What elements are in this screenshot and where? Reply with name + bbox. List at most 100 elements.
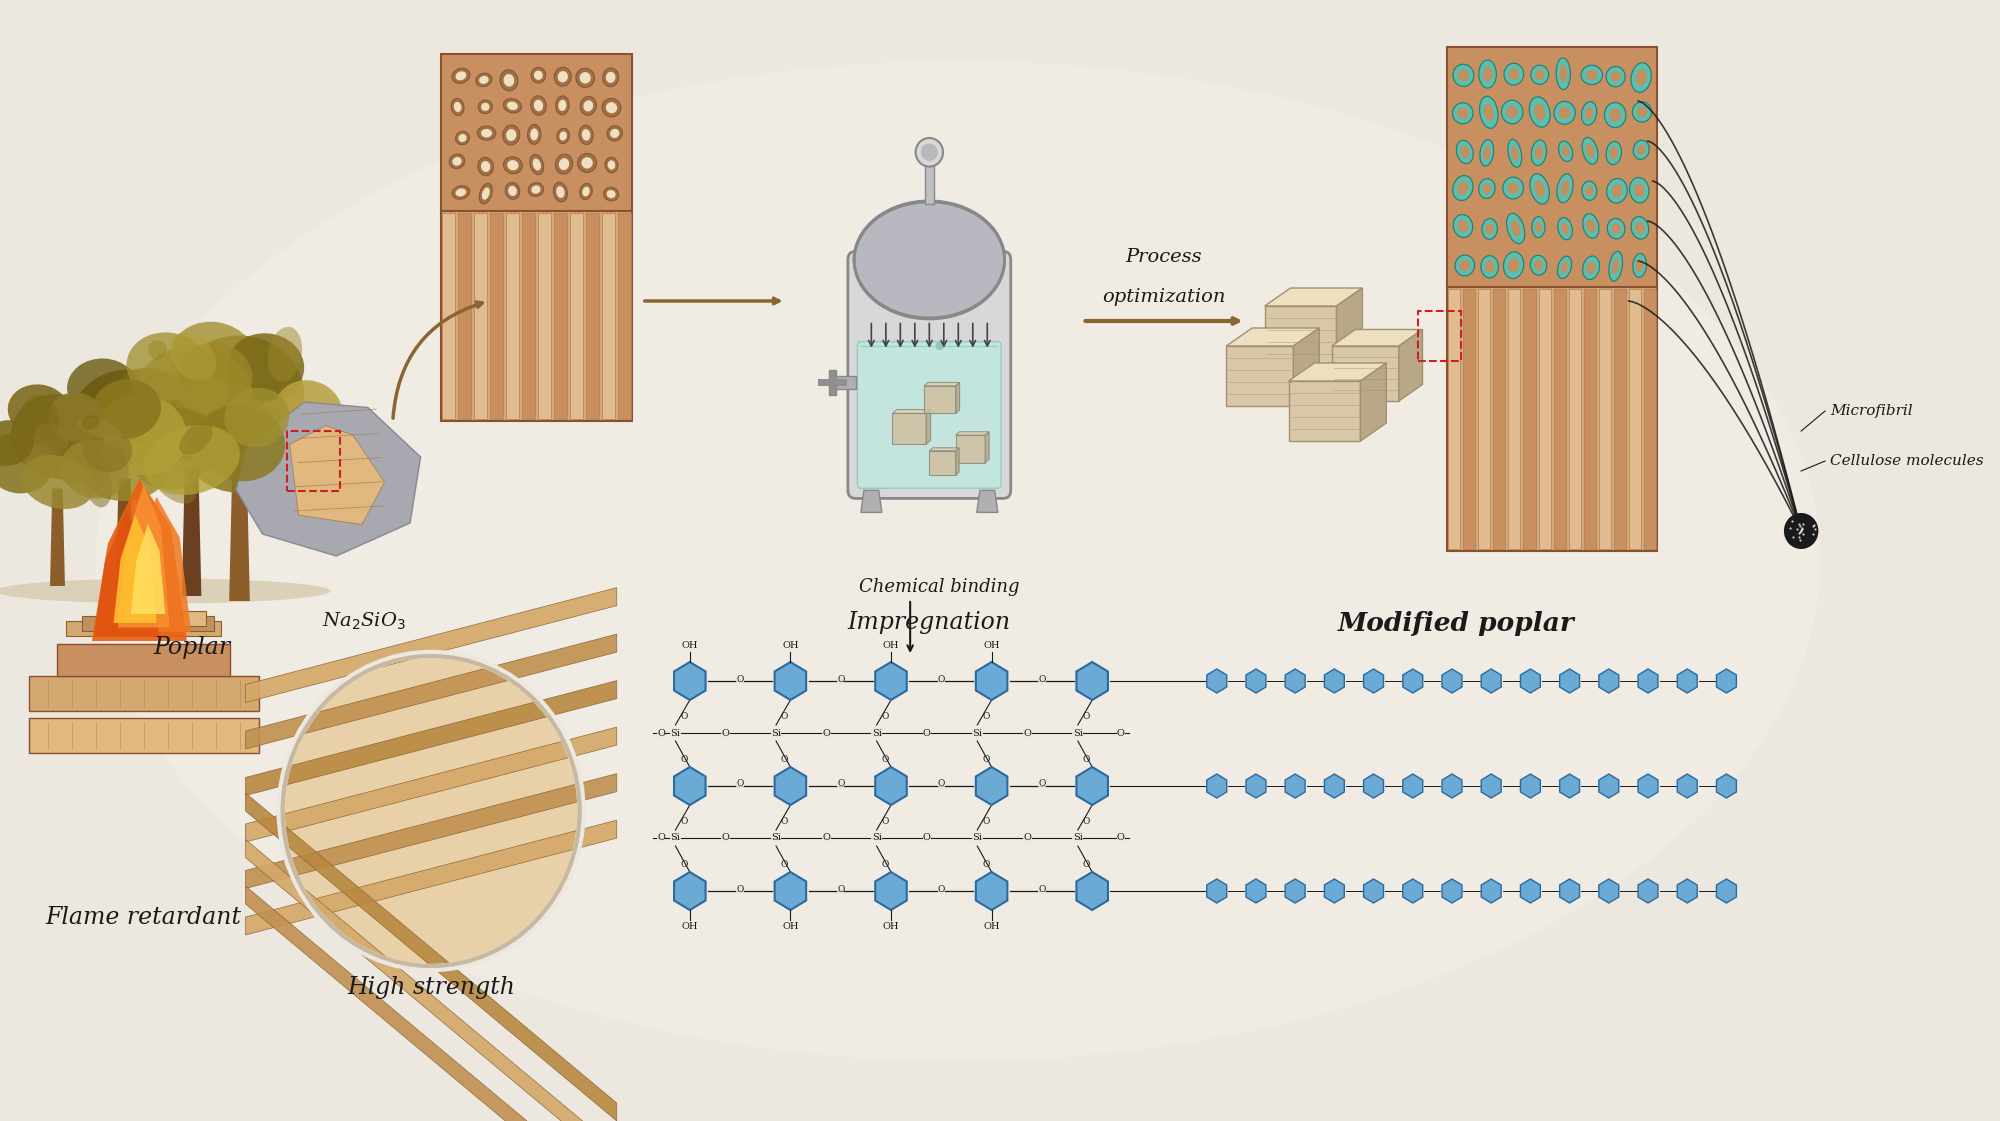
Ellipse shape <box>1554 101 1576 124</box>
Text: Si: Si <box>772 834 780 843</box>
Ellipse shape <box>1636 106 1648 118</box>
Text: Flame retardant: Flame retardant <box>46 906 242 929</box>
Ellipse shape <box>60 439 128 499</box>
Ellipse shape <box>532 185 540 194</box>
Text: O: O <box>1038 884 1046 893</box>
Polygon shape <box>1336 288 1362 365</box>
Ellipse shape <box>20 455 94 509</box>
Ellipse shape <box>1604 102 1626 128</box>
Polygon shape <box>976 490 998 512</box>
FancyBboxPatch shape <box>440 211 632 421</box>
Text: O: O <box>1082 860 1090 869</box>
Polygon shape <box>674 872 706 910</box>
Ellipse shape <box>1584 106 1594 120</box>
Ellipse shape <box>508 160 518 170</box>
Ellipse shape <box>130 345 252 456</box>
Polygon shape <box>474 213 488 419</box>
Ellipse shape <box>68 359 138 418</box>
Polygon shape <box>246 587 616 703</box>
Polygon shape <box>602 213 614 419</box>
Text: O: O <box>938 884 944 893</box>
Ellipse shape <box>1482 146 1490 160</box>
Ellipse shape <box>1506 213 1524 243</box>
Polygon shape <box>1482 669 1502 693</box>
Text: O: O <box>982 756 990 765</box>
FancyBboxPatch shape <box>1446 287 1658 552</box>
Ellipse shape <box>578 154 596 173</box>
Ellipse shape <box>1560 65 1568 83</box>
Ellipse shape <box>580 72 590 84</box>
FancyBboxPatch shape <box>848 251 1010 499</box>
Ellipse shape <box>558 100 566 111</box>
Ellipse shape <box>1534 221 1542 233</box>
Ellipse shape <box>604 187 618 201</box>
Ellipse shape <box>1558 257 1572 278</box>
Text: O: O <box>982 817 990 826</box>
Polygon shape <box>892 409 930 414</box>
Ellipse shape <box>554 67 572 86</box>
Polygon shape <box>618 213 630 419</box>
Ellipse shape <box>20 395 60 445</box>
Text: optimization: optimization <box>1102 288 1226 306</box>
Text: Chemical binding: Chemical binding <box>858 578 1020 596</box>
Ellipse shape <box>1608 219 1624 239</box>
Polygon shape <box>1442 773 1462 798</box>
Polygon shape <box>930 451 956 475</box>
Ellipse shape <box>576 68 594 87</box>
Ellipse shape <box>98 393 188 475</box>
Polygon shape <box>1638 773 1658 798</box>
Ellipse shape <box>1504 63 1524 85</box>
Ellipse shape <box>34 424 68 453</box>
Polygon shape <box>1294 328 1320 406</box>
Text: O: O <box>780 756 788 765</box>
Text: Si: Si <box>670 729 680 738</box>
Ellipse shape <box>450 154 464 168</box>
Ellipse shape <box>1534 103 1546 120</box>
Ellipse shape <box>506 183 520 200</box>
Polygon shape <box>314 475 346 509</box>
Polygon shape <box>1402 773 1422 798</box>
Ellipse shape <box>1586 220 1596 233</box>
Polygon shape <box>1288 381 1360 441</box>
Ellipse shape <box>1484 260 1494 272</box>
Ellipse shape <box>854 201 1004 318</box>
Ellipse shape <box>478 157 494 176</box>
Text: Cellulose molecules: Cellulose molecules <box>1830 454 1984 467</box>
Text: O: O <box>882 756 888 765</box>
Ellipse shape <box>1630 177 1648 203</box>
Polygon shape <box>956 432 990 435</box>
Polygon shape <box>1246 879 1266 904</box>
Polygon shape <box>1598 669 1618 693</box>
Text: Process: Process <box>1126 248 1202 266</box>
Polygon shape <box>774 872 806 910</box>
Polygon shape <box>986 432 990 463</box>
Ellipse shape <box>1482 66 1492 82</box>
Ellipse shape <box>1458 70 1470 82</box>
Text: OH: OH <box>984 641 1000 650</box>
Polygon shape <box>828 371 836 395</box>
Polygon shape <box>956 382 960 414</box>
Ellipse shape <box>578 126 594 145</box>
Ellipse shape <box>556 186 564 198</box>
Ellipse shape <box>1452 103 1474 123</box>
Ellipse shape <box>584 100 594 111</box>
Text: Si: Si <box>972 834 982 843</box>
Polygon shape <box>28 676 258 711</box>
Ellipse shape <box>504 157 522 174</box>
Polygon shape <box>94 510 158 637</box>
Ellipse shape <box>1458 108 1468 119</box>
Ellipse shape <box>530 129 538 140</box>
Polygon shape <box>1716 879 1736 904</box>
Polygon shape <box>1264 288 1362 306</box>
Ellipse shape <box>580 184 592 200</box>
Ellipse shape <box>1632 102 1652 122</box>
Ellipse shape <box>128 423 208 490</box>
Polygon shape <box>1448 289 1460 549</box>
Text: O: O <box>1082 712 1090 721</box>
Ellipse shape <box>480 161 490 172</box>
Text: O: O <box>938 779 944 788</box>
Ellipse shape <box>1586 70 1598 81</box>
Polygon shape <box>66 621 222 636</box>
Ellipse shape <box>530 95 546 115</box>
Ellipse shape <box>606 102 618 113</box>
